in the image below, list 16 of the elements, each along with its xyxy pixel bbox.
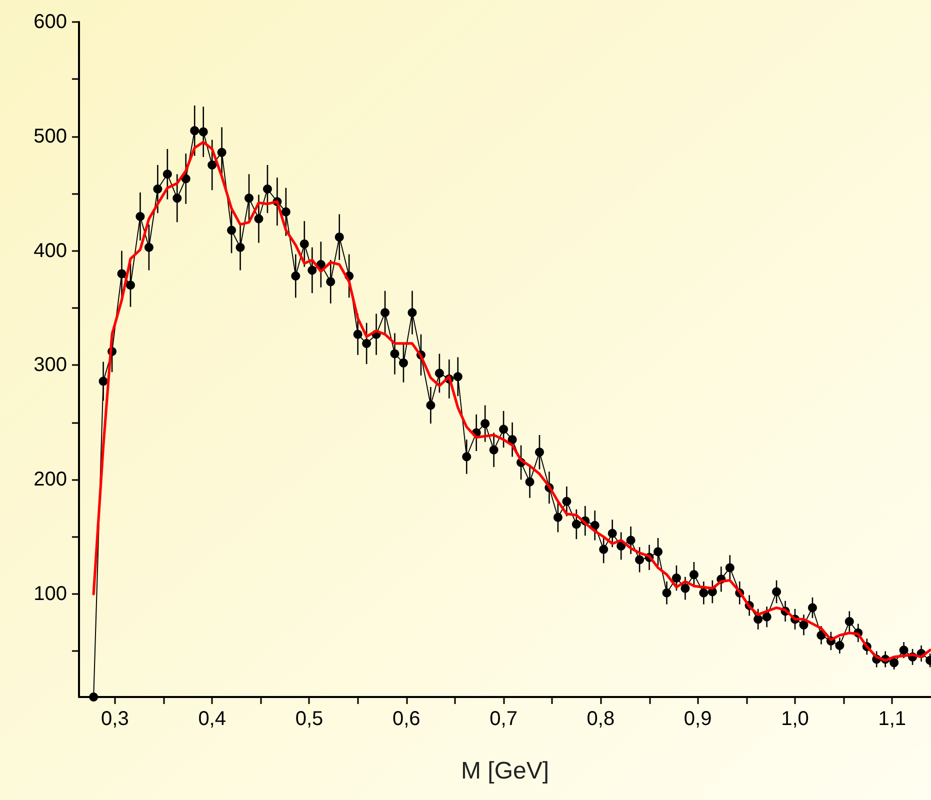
- y-tick-label: 600: [34, 11, 67, 33]
- x-tick-label: 0,5: [295, 708, 324, 730]
- x-tick-label: 0,7: [490, 708, 518, 730]
- y-tick-label: 500: [34, 125, 67, 148]
- x-tick-label: 0,4: [198, 708, 226, 730]
- y-tick-label: 100: [34, 583, 67, 606]
- y-tick-label: 400: [34, 240, 67, 262]
- x-axis-title: M [GeV]: [460, 758, 550, 784]
- x-tick-label: 0,8: [586, 708, 615, 730]
- y-tick-label: 200: [34, 468, 67, 491]
- x-tick-label: 1,0: [781, 708, 809, 730]
- x-tick-label: 0,6: [392, 708, 420, 730]
- x-tick-label: 0,3: [101, 708, 129, 730]
- y-tick-label: 300: [34, 354, 67, 376]
- x-tick-label: 1,1: [878, 708, 906, 730]
- x-tick-label: 0,9: [684, 708, 712, 730]
